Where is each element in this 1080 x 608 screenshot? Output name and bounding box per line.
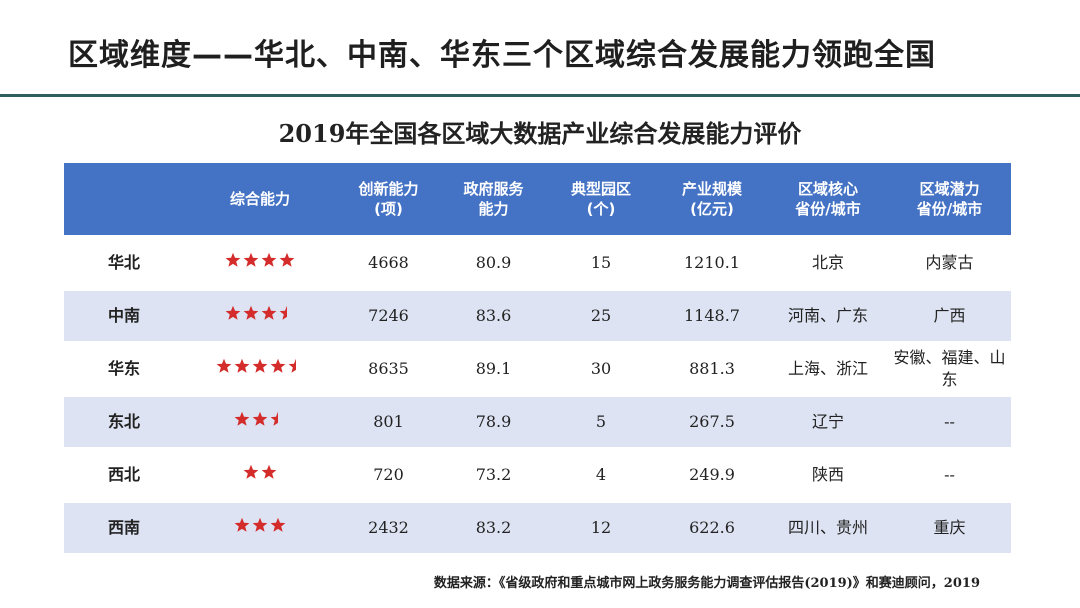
- rating-cell: [184, 450, 336, 500]
- core-cell: 四川、贵州: [768, 503, 888, 553]
- innovation-cell: 7246: [336, 291, 441, 341]
- scale-cell: 1210.1: [656, 238, 768, 288]
- star-icon: [234, 517, 250, 533]
- scale-cell: 1148.7: [656, 291, 768, 341]
- gov-service-cell: 78.9: [441, 397, 546, 447]
- star-icon: [243, 252, 259, 268]
- title-divider: [0, 94, 1080, 97]
- innovation-cell: 2432: [336, 503, 441, 553]
- star-icon: [252, 411, 268, 427]
- star-icon: [270, 358, 286, 374]
- core-cell: 北京: [768, 238, 888, 288]
- innovation-cell: 8635: [336, 344, 441, 394]
- slide-title: 区域维度——华北、中南、华东三个区域综合发展能力领跑全国: [68, 38, 936, 73]
- half-star-icon: [288, 358, 304, 374]
- star-rating: [243, 464, 277, 480]
- table-row: 西北 720 73.2 4 249.9 陕西 --: [64, 450, 1011, 500]
- gov-service-cell: 73.2: [441, 450, 546, 500]
- star-icon: [261, 252, 277, 268]
- rating-cell: [184, 397, 336, 447]
- star-rating: [234, 517, 286, 533]
- star-icon: [243, 464, 259, 480]
- header-potential-provinces: 区域潜力 省份/城市: [888, 163, 1011, 235]
- core-cell: 陕西: [768, 450, 888, 500]
- scale-cell: 267.5: [656, 397, 768, 447]
- table-row: 中南 7246 83.6 25 1148.7 河南、广东 广西: [64, 291, 1011, 341]
- potential-cell: 安徽、福建、山东: [888, 344, 1011, 394]
- region-cell: 华北: [64, 238, 184, 288]
- region-cell: 中南: [64, 291, 184, 341]
- innovation-cell: 720: [336, 450, 441, 500]
- innovation-cell: 4668: [336, 238, 441, 288]
- core-cell: 上海、浙江: [768, 344, 888, 394]
- star-rating: [225, 252, 295, 268]
- table-row: 华东 8635 89.1 30 881.3 上海、浙江 安徽、福建、山东: [64, 344, 1011, 394]
- parks-cell: 25: [546, 291, 656, 341]
- potential-cell: 内蒙古: [888, 238, 1011, 288]
- rating-cell: [184, 344, 336, 394]
- star-icon: [225, 252, 241, 268]
- region-cell: 东北: [64, 397, 184, 447]
- gov-service-cell: 83.6: [441, 291, 546, 341]
- rating-cell: [184, 291, 336, 341]
- region-cell: 西北: [64, 450, 184, 500]
- star-rating: [234, 411, 286, 427]
- rating-cell: [184, 503, 336, 553]
- parks-cell: 5: [546, 397, 656, 447]
- star-rating: [216, 358, 304, 374]
- table-row: 华北 4668 80.9 15 1210.1 北京 内蒙古: [64, 238, 1011, 288]
- table-title: 2019年全国各区域大数据产业综合发展能力评价: [278, 119, 802, 148]
- scale-cell: 881.3: [656, 344, 768, 394]
- half-star-icon: [270, 411, 286, 427]
- innovation-cell: 801: [336, 397, 441, 447]
- star-icon: [270, 517, 286, 533]
- gov-service-cell: 80.9: [441, 238, 546, 288]
- parks-cell: 15: [546, 238, 656, 288]
- star-rating: [225, 305, 295, 321]
- scale-cell: 249.9: [656, 450, 768, 500]
- table-header-row: 综合能力 创新能力 (项) 政府服务 能力 典型园区 (个) 产业规模 (亿元) 区域核…: [64, 163, 1011, 235]
- star-icon: [216, 358, 232, 374]
- header-core-provinces: 区域核心 省份/城市: [768, 163, 888, 235]
- rating-cell: [184, 238, 336, 288]
- data-source-note: 数据来源：《省级政府和重点城市网上政务服务能力调查评估报告(2019)》和赛迪顾…: [433, 576, 980, 591]
- parks-cell: 4: [546, 450, 656, 500]
- table-row: 东北 801 78.9 5 267.5 辽宁 --: [64, 397, 1011, 447]
- core-cell: 河南、广东: [768, 291, 888, 341]
- star-icon: [234, 411, 250, 427]
- core-cell: 辽宁: [768, 397, 888, 447]
- potential-cell: 广西: [888, 291, 1011, 341]
- half-star-icon: [279, 305, 295, 321]
- header-gov-service: 政府服务 能力: [441, 163, 546, 235]
- gov-service-cell: 83.2: [441, 503, 546, 553]
- header-overall-capability: 综合能力: [184, 163, 336, 235]
- header-innovation: 创新能力 (项): [336, 163, 441, 235]
- parks-cell: 12: [546, 503, 656, 553]
- star-icon: [234, 358, 250, 374]
- star-icon: [243, 305, 259, 321]
- star-icon: [225, 305, 241, 321]
- header-industry-scale: 产业规模 (亿元): [656, 163, 768, 235]
- header-region: [64, 163, 184, 235]
- header-typical-parks: 典型园区 (个): [546, 163, 656, 235]
- star-icon: [279, 252, 295, 268]
- scale-cell: 622.6: [656, 503, 768, 553]
- star-icon: [252, 358, 268, 374]
- star-icon: [252, 517, 268, 533]
- evaluation-table: 综合能力 创新能力 (项) 政府服务 能力 典型园区 (个) 产业规模 (亿元) 区域核…: [64, 160, 1011, 556]
- potential-cell: --: [888, 397, 1011, 447]
- star-icon: [261, 464, 277, 480]
- table-row: 西南 2432 83.2 12 622.6 四川、贵州 重庆: [64, 503, 1011, 553]
- parks-cell: 30: [546, 344, 656, 394]
- region-cell: 华东: [64, 344, 184, 394]
- star-icon: [261, 305, 277, 321]
- potential-cell: 重庆: [888, 503, 1011, 553]
- potential-cell: --: [888, 450, 1011, 500]
- region-cell: 西南: [64, 503, 184, 553]
- gov-service-cell: 89.1: [441, 344, 546, 394]
